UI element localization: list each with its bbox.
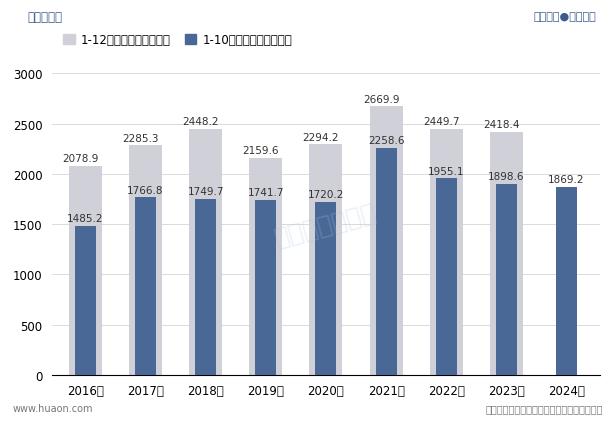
Text: 1766.8: 1766.8 [127, 185, 164, 195]
Text: 华经产业研究院: 华经产业研究院 [272, 199, 380, 250]
Text: 2449.7: 2449.7 [423, 117, 459, 127]
Text: www.huaon.com: www.huaon.com [12, 403, 93, 413]
Bar [75, 226, 96, 375]
Bar [376, 148, 397, 375]
Text: 1741.7: 1741.7 [248, 188, 284, 198]
Bar [315, 202, 336, 375]
Text: 2669.9: 2669.9 [363, 95, 399, 105]
Text: 1485.2: 1485.2 [67, 213, 103, 224]
Bar [430, 130, 462, 375]
Bar [556, 187, 577, 375]
Text: 2078.9: 2078.9 [62, 154, 98, 164]
Bar [370, 107, 403, 375]
Bar [255, 200, 276, 375]
Text: 专业严谨●客观科学: 专业严谨●客观科学 [534, 12, 597, 23]
Text: 数据来源：国家统计局、华经产业研究院整理: 数据来源：国家统计局、华经产业研究院整理 [485, 403, 603, 413]
Text: 1898.6: 1898.6 [488, 172, 525, 182]
Bar [129, 146, 162, 375]
Bar [309, 145, 343, 375]
Text: 1869.2: 1869.2 [549, 175, 585, 185]
Legend: 1-12月利润总额（亿元）, 1-10月利润总额（亿元）: 1-12月利润总额（亿元）, 1-10月利润总额（亿元） [58, 29, 297, 51]
Text: 华经情报网: 华经情报网 [28, 11, 63, 24]
Text: 1955.1: 1955.1 [428, 167, 464, 176]
Bar [435, 179, 457, 375]
Bar [195, 199, 216, 375]
Text: 2294.2: 2294.2 [303, 132, 339, 142]
Text: 2258.6: 2258.6 [368, 136, 404, 146]
Text: 1720.2: 1720.2 [308, 190, 344, 200]
Bar [490, 132, 523, 375]
Bar [135, 198, 156, 375]
Text: 1749.7: 1749.7 [188, 187, 224, 197]
Bar [189, 130, 222, 375]
Bar [249, 158, 282, 375]
Text: 2159.6: 2159.6 [242, 146, 279, 156]
Text: 2016-2024年10月安徽省工业企业利润总额: 2016-2024年10月安徽省工业企业利润总额 [159, 45, 456, 64]
Bar [69, 167, 102, 375]
Text: 2448.2: 2448.2 [183, 117, 219, 127]
Text: 2418.4: 2418.4 [483, 120, 520, 130]
Bar [496, 184, 517, 375]
Text: 2285.3: 2285.3 [122, 133, 159, 143]
